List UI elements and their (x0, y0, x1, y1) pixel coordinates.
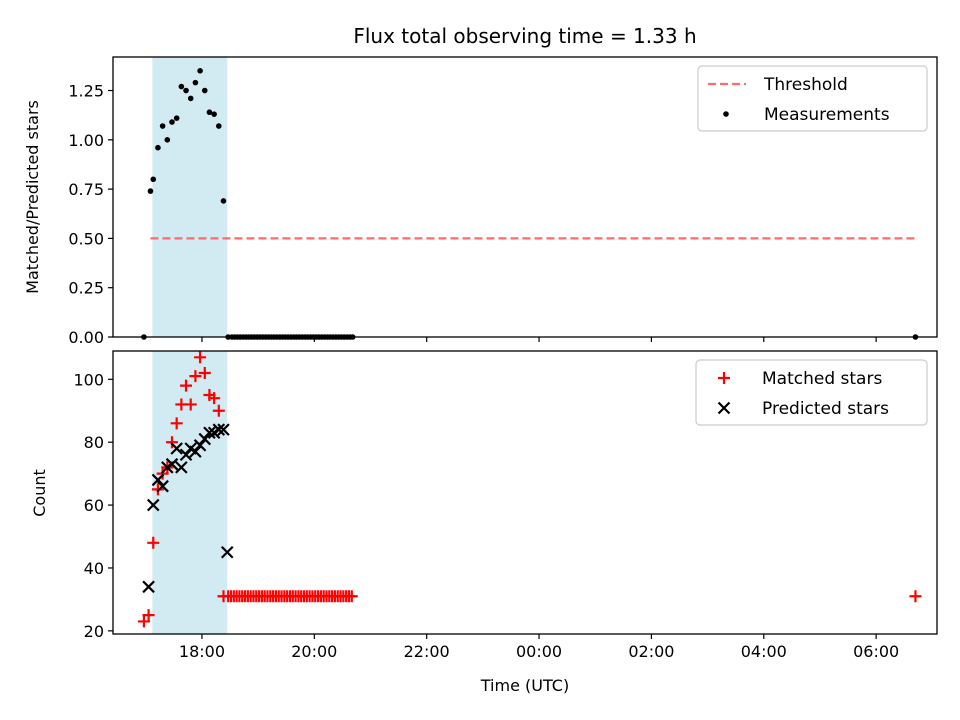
top-point-dot (150, 176, 157, 183)
bottom-point-plus (170, 417, 183, 430)
chart-title: Flux total observing time = 1.33 h (353, 24, 696, 48)
bottom-point-x (189, 445, 202, 458)
x-tick-label: 04:00 (741, 642, 787, 661)
top-point-dot (206, 109, 213, 116)
bottom-highlight-span (152, 351, 228, 634)
legend-dot-swatch (723, 111, 729, 117)
bottom-y-axis-label: Count (30, 469, 49, 517)
bottom-point-x (203, 426, 216, 440)
bottom-y-tick-label: 60 (84, 496, 104, 515)
top-point-dot (211, 111, 217, 117)
bottom-axes-frame (112, 350, 938, 635)
bottom-y-tick-label: 80 (84, 433, 104, 452)
bottom-point-x (217, 423, 230, 436)
top-y-tick-label: 0.25 (68, 279, 104, 298)
bottom-point-plus (189, 370, 202, 383)
top-point-dot (201, 87, 208, 94)
bottom-point-x (170, 442, 183, 455)
bottom-point-plus (212, 404, 225, 417)
bottom-point-x (151, 473, 165, 487)
bottom-y-tick-label: 40 (84, 559, 104, 578)
bottom-series-plus (137, 351, 922, 628)
x-tick-label: 06:00 (853, 642, 899, 661)
bottom-point-x (165, 457, 179, 471)
top-point-dot (169, 119, 175, 125)
top-legend: Threshold Measurements (697, 65, 928, 132)
top-point-dot (147, 188, 154, 194)
legend-label: Measurements (764, 105, 890, 125)
top-point-dot (178, 83, 185, 90)
bottom-point-x (198, 432, 212, 446)
bottom-point-x (193, 439, 207, 452)
bottom-point-plus (184, 398, 197, 411)
bottom-series-x (142, 423, 234, 594)
bottom-point-x (220, 545, 234, 559)
bottom-y-tick-label: 20 (84, 622, 104, 641)
legend-x-swatch (717, 401, 731, 415)
legend-label: Threshold (763, 75, 848, 95)
bottom-point-plus (180, 379, 193, 392)
x-tick-label: 00:00 (516, 642, 562, 661)
top-y-tick-label: 1.00 (68, 131, 104, 150)
x-axis-label: Time (UTC) (480, 676, 569, 695)
top-point-dot (173, 115, 180, 121)
bottom-point-plus (198, 367, 211, 380)
bottom-point-plus (147, 536, 160, 549)
top-y-axis-label: Matched/Predicted stars (23, 100, 42, 294)
top-y-tick-label: 0.50 (68, 229, 104, 248)
bottom-point-plus (142, 609, 155, 622)
top-point-dot (187, 95, 194, 102)
bottom-y-tick-label: 100 (73, 370, 104, 389)
x-tick-label: 22:00 (404, 642, 450, 661)
top-point-dot (216, 123, 222, 129)
legend-label: Matched stars (762, 369, 882, 389)
legend-plus-swatch (718, 372, 730, 384)
top-legend-box (697, 65, 928, 132)
top-y-tick-label: 0.00 (68, 328, 104, 347)
bottom-point-x (179, 448, 193, 462)
top-point-dot (220, 198, 227, 204)
top-point-dot (197, 68, 203, 74)
bottom-point-x (142, 580, 155, 594)
x-tick-label: 20:00 (291, 642, 337, 661)
top-point-dot (155, 144, 161, 151)
top-highlight-span (152, 57, 228, 337)
x-tick-label: 02:00 (628, 642, 674, 661)
bottom-point-plus (909, 590, 922, 603)
bottom-point-x (175, 461, 188, 474)
top-y-tick-label: 0.75 (68, 180, 104, 199)
top-point-dot (192, 79, 199, 86)
top-point-dot (159, 123, 166, 129)
x-tick-label: 18:00 (179, 642, 225, 661)
legend-label: Predicted stars (762, 399, 889, 419)
bottom-point-plus (345, 590, 358, 603)
top-y-tick-label: 1.25 (68, 82, 104, 101)
bottom-legend: Matched stars Predicted stars (695, 359, 928, 426)
bottom-point-plus (137, 615, 150, 628)
bottom-point-plus (208, 392, 221, 405)
bottom-point-x (156, 479, 169, 493)
top-point-dot (183, 87, 189, 94)
bottom-point-plus (165, 436, 178, 449)
bottom-point-plus (156, 467, 169, 480)
bottom-legend-box (695, 359, 928, 426)
bottom-point-x (212, 423, 226, 436)
bottom-point-plus (194, 351, 207, 364)
bottom-point-x (146, 498, 160, 512)
top-axes-frame (112, 56, 938, 338)
top-point-dot (164, 137, 171, 143)
